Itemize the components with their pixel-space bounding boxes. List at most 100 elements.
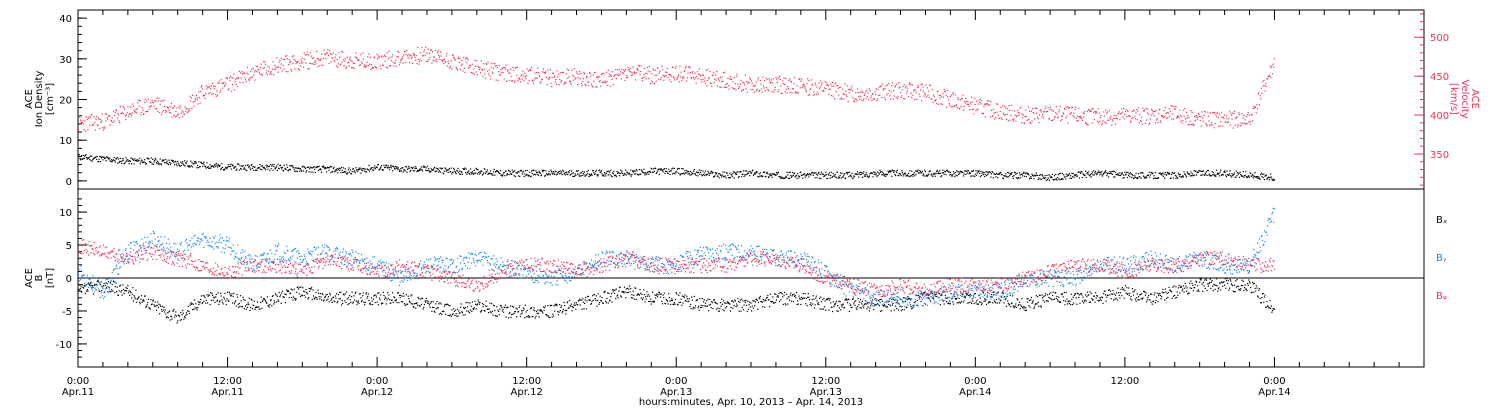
velocity-point	[1050, 106, 1052, 108]
density-point	[153, 161, 155, 163]
density-point	[92, 158, 94, 161]
velocity-point	[566, 68, 568, 70]
velocity-point	[385, 56, 387, 58]
density-point	[749, 175, 751, 177]
velocity-point	[977, 103, 980, 105]
density-point	[372, 169, 374, 171]
bx-point	[157, 301, 159, 303]
bx-point	[130, 291, 132, 294]
density-point	[1005, 173, 1007, 175]
bx-point	[555, 303, 558, 305]
density-point	[388, 168, 391, 171]
bx-point	[303, 294, 305, 296]
bx-point	[616, 295, 618, 297]
density-point	[1025, 175, 1028, 178]
bx-point	[453, 308, 455, 310]
density-point	[381, 169, 383, 171]
velocity-point	[755, 90, 758, 92]
velocity-point	[318, 59, 320, 61]
velocity-point	[220, 79, 222, 81]
density-point	[436, 167, 439, 170]
density-point	[349, 171, 351, 173]
velocity-point	[570, 80, 572, 82]
velocity-point	[99, 127, 101, 130]
density-point	[557, 171, 560, 173]
velocity-point	[990, 101, 992, 103]
density-point	[319, 168, 321, 171]
velocity-point	[490, 66, 492, 69]
density-point	[471, 171, 474, 173]
density-point	[352, 167, 355, 170]
bx-point	[304, 291, 306, 293]
density-point	[261, 169, 263, 171]
density-point	[1017, 176, 1019, 179]
density-point	[1009, 173, 1011, 175]
density-point	[393, 166, 395, 168]
bx-point	[285, 293, 287, 296]
bx-point	[122, 284, 124, 286]
velocity-point	[413, 53, 416, 56]
bx-point	[452, 313, 454, 315]
density-point	[173, 164, 176, 166]
velocity-point	[1215, 113, 1217, 116]
velocity-point	[450, 65, 452, 67]
velocity-point	[1199, 115, 1201, 118]
density-point	[1179, 175, 1181, 177]
density-point	[700, 169, 702, 172]
velocity-point	[1157, 113, 1160, 115]
velocity-point	[831, 85, 833, 87]
velocity-point	[362, 58, 364, 60]
density-point	[476, 168, 478, 170]
density-point	[514, 170, 516, 172]
velocity-point	[479, 67, 481, 69]
bottom-left-tick-label: 10	[59, 208, 72, 219]
density-point	[88, 156, 90, 158]
bx-point	[448, 315, 450, 317]
bx-point	[475, 308, 477, 310]
density-point	[214, 164, 216, 166]
density-point	[453, 167, 455, 169]
density-point	[638, 174, 640, 176]
velocity-point	[977, 108, 979, 110]
bx-point	[82, 287, 85, 289]
velocity-point	[211, 93, 213, 96]
velocity-point	[1230, 114, 1233, 116]
density-point	[587, 173, 589, 175]
velocity-point	[681, 77, 684, 79]
velocity-point	[142, 113, 145, 116]
velocity-point	[324, 53, 326, 55]
velocity-point	[965, 100, 968, 102]
velocity-point	[233, 89, 235, 91]
velocity-point	[749, 77, 751, 79]
density-point	[1042, 177, 1044, 179]
density-point	[645, 172, 647, 174]
density-point	[747, 172, 749, 174]
density-point	[262, 166, 264, 168]
velocity-point	[372, 67, 374, 69]
bx-point	[359, 293, 361, 295]
density-point	[564, 172, 566, 174]
density-point	[127, 159, 129, 161]
bx-point	[258, 308, 260, 310]
density-point	[851, 177, 854, 179]
velocity-point	[754, 84, 756, 86]
density-point	[525, 175, 527, 177]
density-point	[475, 167, 477, 169]
density-point	[878, 173, 880, 175]
velocity-point	[976, 108, 978, 111]
density-point	[829, 177, 831, 179]
velocity-point	[830, 95, 832, 97]
velocity-point	[703, 80, 705, 82]
bx-point	[125, 287, 127, 289]
bx-point	[114, 292, 116, 294]
bx-point	[193, 308, 195, 310]
velocity-point	[462, 70, 464, 72]
velocity-point	[638, 65, 641, 67]
density-point	[683, 172, 685, 174]
density-point	[1261, 173, 1264, 175]
velocity-point	[681, 79, 683, 82]
velocity-point	[851, 90, 854, 92]
velocity-point	[543, 71, 545, 74]
velocity-point	[261, 74, 264, 76]
density-point	[177, 162, 179, 164]
